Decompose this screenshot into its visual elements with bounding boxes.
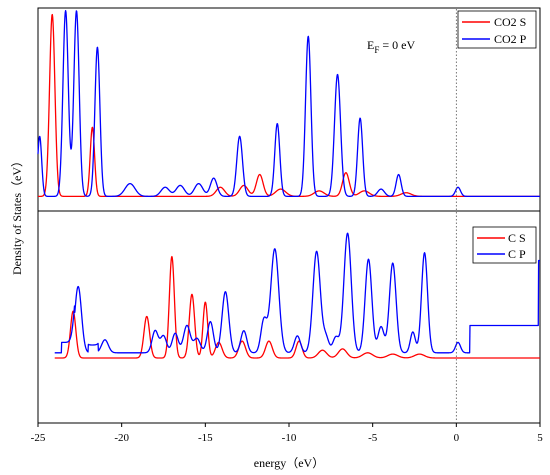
top-legend-label-0: CO2 S	[494, 15, 526, 29]
top-panel-curves	[37, 10, 541, 198]
x-tick-label: -10	[282, 432, 297, 444]
x-tick-label: 0	[454, 432, 460, 444]
bottom-legend-box	[472, 226, 537, 264]
x-tick-label: -25	[31, 432, 46, 444]
bottom-panel-curves	[54, 232, 541, 359]
top-series-co2-p	[37, 10, 541, 198]
fermi-annotation: EF = 0 eV	[367, 38, 415, 55]
fermi-annotation-sub: F	[374, 45, 379, 55]
bottom-legend-label-1: C P	[508, 247, 526, 261]
fermi-annotation-rest: = 0 eV	[379, 38, 415, 52]
bottom-panel-frame	[37, 210, 541, 424]
x-axis-label: energy（eV）	[254, 456, 324, 470]
x-tick-label: 5	[537, 432, 543, 444]
bottom-legend-label-0: C S	[508, 231, 526, 245]
x-axis-ticks: -25 -20 -15 -10 -5 0 5	[31, 423, 543, 444]
top-series-co2-s	[37, 13, 541, 198]
bottom-legend: C S C P	[472, 226, 537, 264]
y-axis-label: Density of States（eV）	[10, 155, 24, 275]
top-legend-box	[457, 10, 537, 49]
x-tick-label: -5	[368, 432, 378, 444]
x-tick-label: -15	[198, 432, 213, 444]
top-legend: CO2 S CO2 P	[457, 10, 537, 49]
bottom-series-c-s	[54, 255, 541, 359]
top-legend-label-1: CO2 P	[494, 32, 527, 46]
fermi-annotation-base: E	[367, 38, 374, 52]
bottom-series-c-p	[54, 232, 541, 354]
x-tick-label: -20	[114, 432, 129, 444]
